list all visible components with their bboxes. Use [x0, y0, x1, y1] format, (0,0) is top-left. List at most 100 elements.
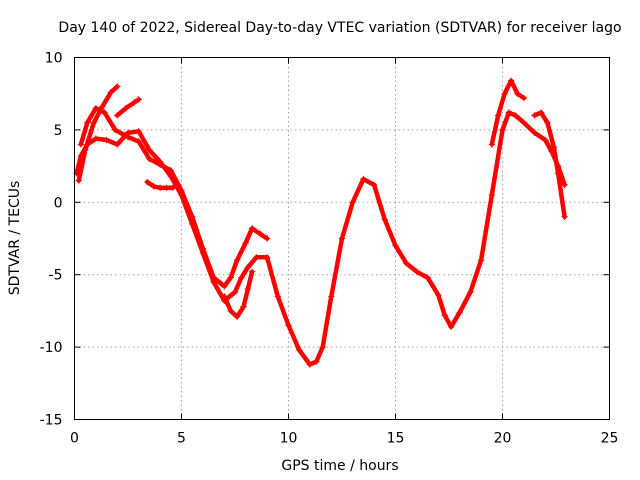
data-point [263, 254, 271, 261]
series-line [532, 110, 567, 220]
data-point [488, 191, 495, 199]
data-point [244, 285, 252, 293]
axes: 0 5 10 15 20 25 -15 -10 -5 0 5 10 [40, 51, 619, 447]
data-point [424, 274, 431, 281]
y-tick-label: 0 [54, 195, 63, 211]
data-point [554, 170, 562, 177]
data-point [248, 225, 256, 232]
data-point [150, 183, 157, 190]
x-tick-label: 5 [177, 431, 186, 447]
data-point [403, 259, 410, 267]
data-point [285, 322, 292, 329]
data-point [210, 274, 217, 281]
series-line [76, 84, 120, 183]
series-arc-2 [77, 104, 271, 290]
series-arc-6 [488, 77, 528, 148]
data-point [392, 242, 399, 249]
data-point [244, 264, 252, 271]
y-tick-label: -10 [40, 340, 63, 356]
chart-title: Day 140 of 2022, Sidereal Day-to-day VTE… [58, 20, 621, 36]
data-point [135, 128, 142, 135]
data-point [84, 119, 91, 126]
data-point [531, 129, 538, 136]
data-point [227, 274, 234, 281]
data-point [257, 230, 264, 238]
series-line [78, 105, 270, 289]
data-point [370, 181, 378, 189]
data-point [456, 309, 463, 316]
data-point [90, 119, 97, 126]
series-line [489, 78, 527, 147]
data-point [103, 136, 110, 144]
data-point [146, 155, 153, 163]
data-point [92, 135, 100, 142]
x-tick-label: 20 [494, 431, 512, 447]
data-point [306, 361, 314, 368]
data-point [135, 138, 142, 145]
data-point [520, 94, 528, 102]
data-point [238, 274, 245, 281]
data-point [477, 257, 485, 264]
grid [74, 57, 610, 420]
data-point [531, 112, 538, 119]
series-line [115, 97, 141, 118]
data-point [248, 268, 256, 276]
data-point [233, 257, 241, 264]
data-point [514, 90, 521, 97]
data-point [520, 119, 528, 126]
data-point [163, 184, 170, 192]
data-point [135, 96, 142, 103]
data-point [75, 177, 82, 184]
data-point [501, 90, 508, 97]
data-point [435, 291, 442, 299]
data-point [114, 112, 121, 119]
data-point [441, 312, 448, 319]
data-point [550, 144, 558, 151]
data-point [114, 141, 121, 148]
data-point [124, 133, 132, 141]
data-point [82, 146, 89, 154]
data-point [107, 89, 115, 96]
data-point [169, 184, 177, 192]
data-point [488, 141, 495, 148]
data-point [240, 303, 247, 310]
plot-frame [74, 57, 610, 420]
data-point [360, 175, 367, 183]
data-point [274, 293, 281, 300]
data-point [349, 199, 356, 206]
data-point [499, 126, 506, 134]
y-axis-label: SDTVAR / TECUs [7, 181, 23, 296]
x-tick-label: 0 [70, 431, 79, 447]
data-point [189, 213, 196, 220]
data-point [507, 77, 515, 84]
data-point [221, 293, 228, 300]
data-point [512, 112, 519, 119]
x-axis-label: GPS time / hours [281, 458, 398, 474]
data-point [328, 293, 335, 300]
data-point [114, 83, 121, 90]
data-point [99, 103, 106, 110]
y-tick-label: -15 [40, 413, 63, 429]
data-point [221, 283, 228, 290]
data-point [77, 141, 85, 148]
data-point [253, 254, 260, 261]
data-point [233, 313, 241, 320]
data-point [231, 288, 239, 296]
series-arc-1 [73, 109, 568, 368]
y-tick-label: 10 [45, 51, 63, 67]
data-point [227, 307, 234, 315]
data-point [156, 161, 164, 168]
data-point [381, 216, 388, 223]
x-tick-label: 10 [280, 431, 298, 447]
plot-area [73, 77, 568, 368]
series-line [222, 269, 255, 319]
data-point [413, 268, 421, 276]
data-point [544, 119, 551, 126]
data-point [199, 245, 207, 252]
y-tick-label: 5 [54, 123, 63, 139]
data-point [495, 112, 502, 119]
data-point [92, 104, 100, 112]
data-point [178, 187, 185, 194]
data-point [319, 343, 326, 351]
